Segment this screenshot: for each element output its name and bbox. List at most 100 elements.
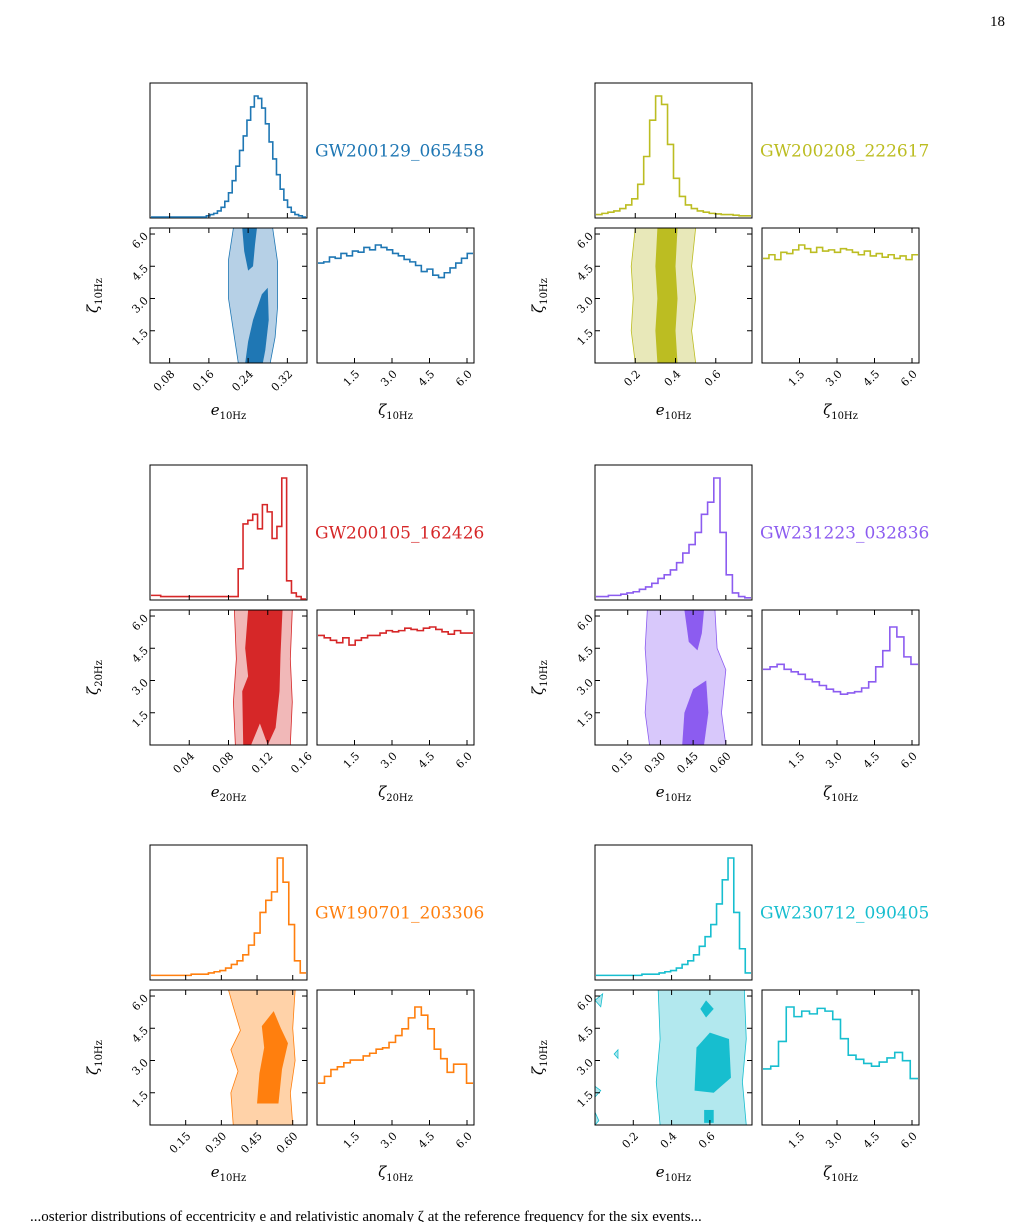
y-tick-label: 1.5 xyxy=(574,327,596,349)
y-tick-label: 3.0 xyxy=(129,1056,151,1078)
y-tick-label: 1.5 xyxy=(129,709,151,731)
axis-label: e10Hz xyxy=(656,783,692,804)
zeta-histogram-frame xyxy=(761,989,920,1126)
x-tick-label: 6.0 xyxy=(898,750,920,772)
axis-label: e10Hz xyxy=(211,401,247,422)
corner-panel-GW200208_222617: GW200208_222617 0.2 0.4 0.6 1.5 3.0 4.5 6.0 e10H… xyxy=(529,82,929,422)
x-tick-label: 0.2 xyxy=(621,368,643,390)
y-tick-label: 1.5 xyxy=(129,1089,151,1111)
x-tick-label: 0.6 xyxy=(702,368,724,390)
joint-panel-frame xyxy=(594,989,753,1126)
x-tick-label: 0.6 xyxy=(696,1130,718,1152)
joint-panel-frame xyxy=(149,227,308,364)
zeta-histogram-frame xyxy=(761,609,920,746)
axis-label: e10Hz xyxy=(656,401,692,422)
contour-50 xyxy=(655,228,678,363)
e-histogram-line xyxy=(151,477,306,600)
contour-50 xyxy=(684,610,705,651)
x-tick-label: 0.24 xyxy=(229,368,256,395)
e-histogram-line xyxy=(151,95,306,218)
contour-50 xyxy=(694,1032,731,1093)
zeta-histogram-line xyxy=(763,244,918,261)
x-tick-label: 3.0 xyxy=(823,750,845,772)
figure-caption: ...osterior distributions of eccentricit… xyxy=(30,1209,702,1222)
contour-island xyxy=(595,992,604,1008)
x-tick-label: 1.5 xyxy=(341,750,363,772)
y-tick-label: 4.5 xyxy=(574,262,596,284)
x-tick-label: 3.0 xyxy=(378,750,400,772)
axis-label: ζ20Hz xyxy=(378,783,413,804)
x-tick-label: 4.5 xyxy=(416,750,438,772)
corner-panel-GW230712_090405: GW230712_090405 0.2 0.4 0.6 1.5 3.0 4.5 6.0 e10H… xyxy=(529,844,929,1184)
x-tick-label: 0.08 xyxy=(210,750,237,777)
axis-label: ζ10Hz xyxy=(823,401,858,422)
x-tick-label: 0.15 xyxy=(167,1130,194,1157)
x-tick-label: 1.5 xyxy=(786,368,808,390)
contour-50 xyxy=(704,1109,714,1123)
contour-50 xyxy=(242,228,257,271)
y-tick-label: 4.5 xyxy=(574,644,596,666)
x-tick-label: 0.60 xyxy=(274,1130,301,1157)
x-tick-label: 1.5 xyxy=(786,1130,808,1152)
y-tick-label: 3.0 xyxy=(129,676,151,698)
axis-label: ζ10Hz xyxy=(823,1163,858,1184)
axis-label: ζ10Hz xyxy=(529,660,550,695)
contour-island xyxy=(613,1048,619,1060)
x-tick-label: 0.60 xyxy=(707,750,734,777)
x-tick-label: 6.0 xyxy=(453,368,475,390)
contour-50 xyxy=(242,610,283,745)
event-label: GW200129_065458 xyxy=(315,142,484,162)
e-histogram-frame xyxy=(149,464,308,601)
x-tick-label: 3.0 xyxy=(378,368,400,390)
page-number: 18 xyxy=(990,14,1005,30)
x-tick-label: 4.5 xyxy=(861,1130,883,1152)
contour-island xyxy=(595,1111,600,1125)
x-tick-label: 1.5 xyxy=(341,1130,363,1152)
contour-50 xyxy=(682,680,709,745)
y-tick-label: 6.0 xyxy=(574,612,596,634)
axis-label: ζ10Hz xyxy=(529,1040,550,1075)
x-tick-label: 4.5 xyxy=(416,1130,438,1152)
axis-label: ζ10Hz xyxy=(84,1040,105,1075)
event-label: GW200105_162426 xyxy=(315,524,484,544)
y-tick-label: 3.0 xyxy=(574,676,596,698)
x-tick-label: 3.0 xyxy=(378,1130,400,1152)
x-tick-label: 6.0 xyxy=(453,1130,475,1152)
x-tick-label: 6.0 xyxy=(898,368,920,390)
x-tick-label: 6.0 xyxy=(453,750,475,772)
x-tick-label: 0.4 xyxy=(662,368,684,390)
e-histogram-line xyxy=(151,857,306,977)
x-tick-label: 0.32 xyxy=(269,368,296,395)
event-label: GW190701_203306 xyxy=(315,904,484,924)
zeta-histogram-line xyxy=(763,1006,918,1080)
zeta-histogram-frame xyxy=(316,227,475,364)
y-tick-label: 3.0 xyxy=(574,1056,596,1078)
x-tick-label: 0.30 xyxy=(203,1130,230,1157)
e-histogram-frame xyxy=(149,82,308,219)
x-tick-label: 0.45 xyxy=(674,750,701,777)
contour-50 xyxy=(245,287,269,363)
x-tick-label: 0.16 xyxy=(288,750,315,777)
x-tick-label: 3.0 xyxy=(823,368,845,390)
zeta-histogram-line xyxy=(318,244,473,279)
corner-panel-GW200129_065458: GW200129_065458 0.08 0.16 0.24 0.32 1.5 3.0 4.5… xyxy=(84,82,484,422)
axis-label: ζ10Hz xyxy=(378,401,413,422)
y-tick-label: 4.5 xyxy=(129,644,151,666)
x-tick-label: 6.0 xyxy=(898,1130,920,1152)
y-tick-label: 3.0 xyxy=(574,294,596,316)
y-tick-label: 4.5 xyxy=(574,1024,596,1046)
joint-panel-frame xyxy=(149,989,308,1126)
joint-panel-frame xyxy=(594,609,753,746)
axis-label: e10Hz xyxy=(211,1163,247,1184)
event-label: GW200208_222617 xyxy=(760,142,929,162)
x-tick-label: 1.5 xyxy=(341,368,363,390)
y-tick-label: 6.0 xyxy=(129,612,151,634)
x-tick-label: 1.5 xyxy=(786,750,808,772)
event-label: GW231223_032836 xyxy=(760,524,929,544)
contour-island xyxy=(595,1085,602,1098)
axis-label: ζ10Hz xyxy=(378,1163,413,1184)
x-tick-label: 0.04 xyxy=(171,750,198,777)
y-tick-label: 6.0 xyxy=(574,992,596,1014)
axis-label: ζ10Hz xyxy=(529,278,550,313)
